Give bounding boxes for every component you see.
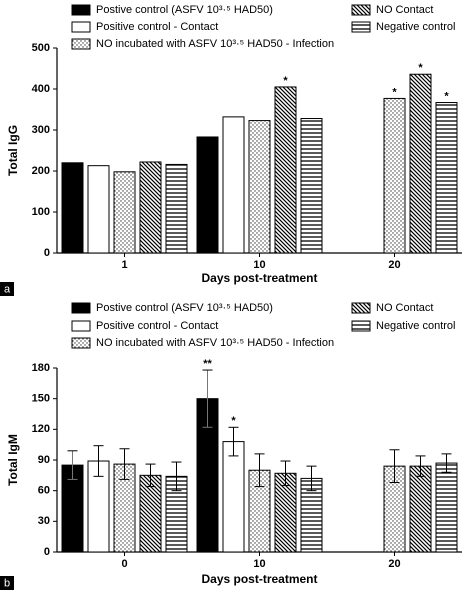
significance-label: * xyxy=(392,86,397,98)
bar xyxy=(87,165,110,254)
legend-swatch xyxy=(351,320,371,332)
y-tick-label: 500 xyxy=(32,42,50,54)
bar xyxy=(139,161,162,254)
y-tick-label: 180 xyxy=(32,362,50,374)
panel-label: b xyxy=(4,577,10,589)
y-axis-label: Total IgG xyxy=(6,125,20,176)
bar xyxy=(248,120,271,254)
legend-label: Postive control (ASFV 10³·⁵ HAD50) xyxy=(96,4,273,16)
x-tick-label: 20 xyxy=(388,259,400,271)
panel-label: a xyxy=(4,283,11,295)
bar xyxy=(435,102,458,254)
legend-label: NO Contact xyxy=(376,4,433,16)
legend-label: Positive control - Contact xyxy=(96,320,218,332)
bar xyxy=(274,86,297,254)
bar xyxy=(113,171,136,254)
legend-swatch xyxy=(71,38,91,50)
bar xyxy=(383,97,406,254)
bar xyxy=(222,441,245,553)
bar xyxy=(196,136,219,254)
y-tick-label: 0 xyxy=(44,247,50,259)
bar xyxy=(222,116,245,254)
x-tick-label: 10 xyxy=(253,558,265,570)
legend-swatch xyxy=(351,4,371,16)
y-tick-label: 30 xyxy=(38,515,50,527)
significance-label: * xyxy=(418,62,423,74)
bar xyxy=(300,118,323,254)
y-tick-label: 150 xyxy=(32,393,50,405)
x-tick-label: 20 xyxy=(388,558,400,570)
x-axis-label: Days post-treatment xyxy=(201,572,317,586)
legend-label: Negative control xyxy=(376,21,456,33)
y-axis-label: Total IgM xyxy=(6,434,20,486)
legend-swatch xyxy=(71,320,91,332)
legend-label: NO incubated with ASFV 10³·⁵ HAD50 - Inf… xyxy=(96,337,334,349)
bar xyxy=(61,162,84,254)
legend-label: NO incubated with ASFV 10³·⁵ HAD50 - Inf… xyxy=(96,38,334,50)
x-tick-label: 0 xyxy=(121,558,127,570)
y-tick-label: 200 xyxy=(32,165,50,177)
bar xyxy=(165,163,188,254)
bar xyxy=(435,462,458,553)
x-tick-label: 1 xyxy=(121,259,127,271)
y-tick-label: 90 xyxy=(38,454,50,466)
y-tick-label: 400 xyxy=(32,83,50,95)
legend-label: Positive control - Contact xyxy=(96,21,218,33)
panel-label-box xyxy=(0,282,14,296)
bar xyxy=(409,465,432,553)
significance-label: ** xyxy=(203,358,212,370)
x-axis-label: Days post-treatment xyxy=(201,271,317,285)
y-tick-label: 100 xyxy=(32,206,50,218)
legend-swatch xyxy=(71,337,91,349)
y-tick-label: 120 xyxy=(32,423,50,435)
x-tick-label: 10 xyxy=(253,259,265,271)
significance-label: * xyxy=(444,90,449,102)
y-tick-label: 60 xyxy=(38,485,50,497)
legend-label: NO Contact xyxy=(376,302,433,314)
legend-label: Postive control (ASFV 10³·⁵ HAD50) xyxy=(96,302,273,314)
significance-label: * xyxy=(283,75,288,87)
panel-label-box xyxy=(0,576,14,590)
legend-label: Negative control xyxy=(376,320,456,332)
legend-swatch xyxy=(71,302,91,314)
y-tick-label: 300 xyxy=(32,124,50,136)
significance-label: * xyxy=(231,415,236,427)
legend-swatch xyxy=(71,21,91,33)
legend-swatch xyxy=(351,21,371,33)
legend-swatch xyxy=(71,4,91,16)
chart-panel: Postive control (ASFV 10³·⁵ HAD50) Positi… xyxy=(0,302,462,590)
legend-swatch xyxy=(351,302,371,314)
y-tick-label: 0 xyxy=(44,546,50,558)
bar xyxy=(409,73,432,254)
chart-panel: Postive control (ASFV 10³·⁵ HAD50) Positi… xyxy=(0,4,462,296)
